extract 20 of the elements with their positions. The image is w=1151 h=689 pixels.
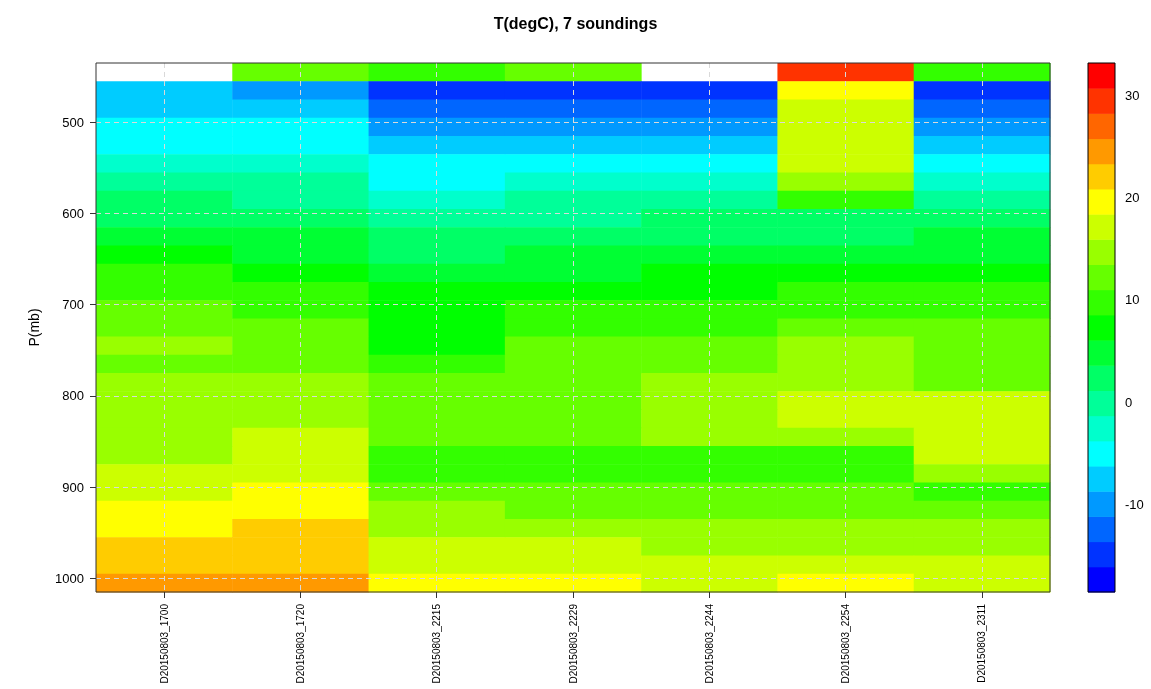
y-tick-label: 1000: [55, 570, 84, 586]
color-bar-label: 0: [1125, 394, 1133, 410]
chart-title: T(degC), 7 soundings: [493, 14, 658, 32]
y-tick-label: 800: [62, 388, 84, 404]
y-tick-label: 700: [62, 297, 84, 313]
x-tick-label: D20150803_1700: [158, 603, 170, 684]
color-bar-label: 20: [1125, 190, 1140, 206]
y-tick-label: 600: [62, 205, 84, 221]
color-bar-label: 10: [1125, 292, 1140, 308]
color-bar-label: -10: [1125, 496, 1144, 512]
y-axis-title: P(mb): [26, 308, 42, 347]
x-tick-label: D20150803_2244: [703, 603, 715, 684]
y-tick-label: 500: [62, 114, 84, 130]
x-tick-label: D20150803_1720: [294, 603, 306, 684]
x-tick-label: D20150803_2215: [431, 603, 443, 684]
x-tick-label: D20150803_2311: [976, 603, 988, 683]
x-tick-label: D20150803_2254: [840, 603, 852, 684]
x-tick-label: D20150803_2229: [567, 603, 579, 684]
color-bar-label: 30: [1125, 88, 1140, 104]
y-tick-label: 900: [62, 479, 84, 495]
